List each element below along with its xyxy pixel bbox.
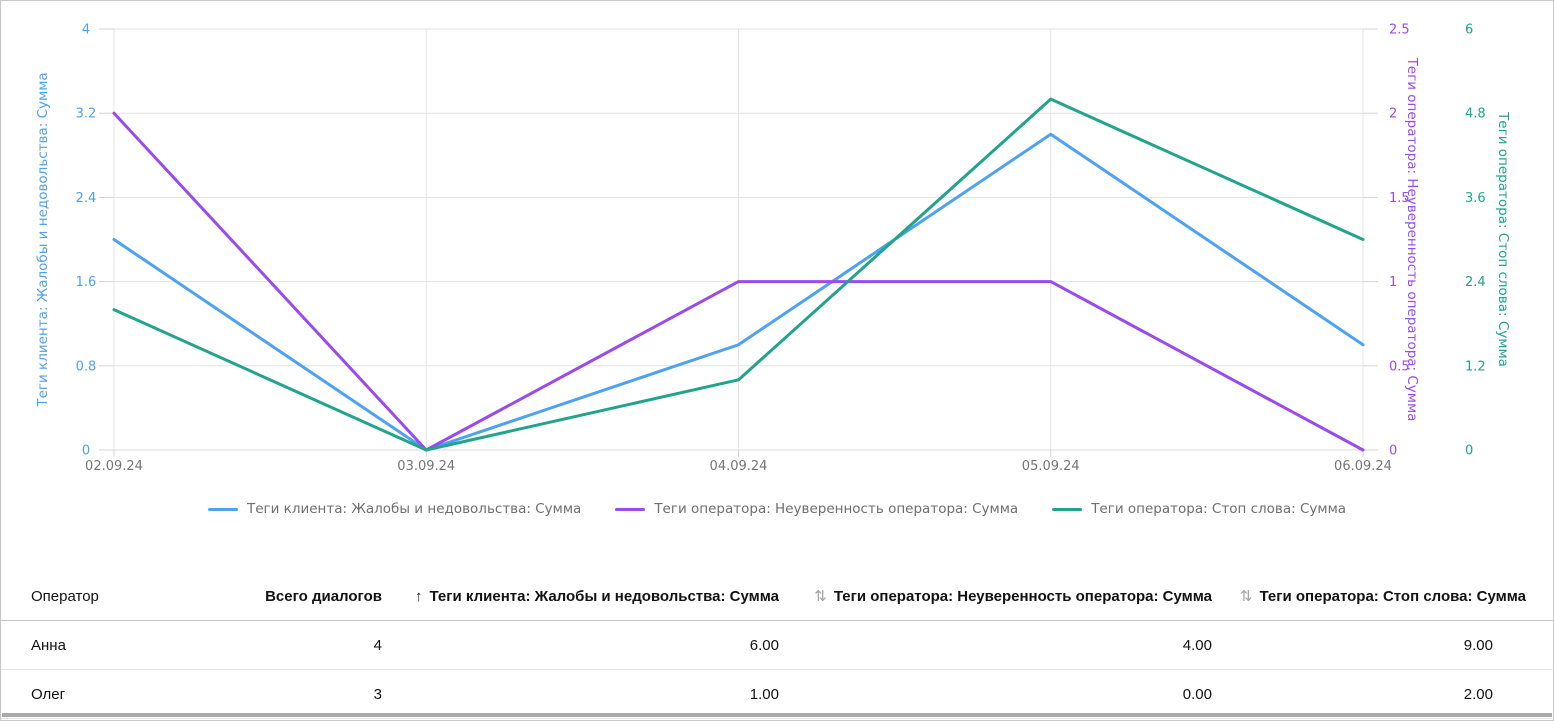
left-axis-tick-label: 0 bbox=[82, 444, 90, 459]
x-axis-label: 05.09.24 bbox=[1022, 459, 1080, 474]
series-line-2[interactable] bbox=[112, 97, 1365, 452]
table-header-cell-3[interactable]: ⇅ Теги оператора: Неуверенность оператора… bbox=[779, 587, 1212, 605]
chart-legend: Теги клиента: Жалобы и недовольства: Сум… bbox=[1, 495, 1553, 523]
right-axis-2-tick-label: 0 bbox=[1465, 444, 1473, 459]
operators-table: Оператор Всего диалогов ↑ Теги клиента: Жал… bbox=[1, 572, 1553, 719]
right-axis-2-title: Теги оператора: Стоп слова: Сумма bbox=[1495, 111, 1511, 367]
horizontal-scrollbar[interactable] bbox=[2, 713, 1552, 717]
legend-item-0[interactable]: Теги клиента: Жалобы и недовольства: Сум… bbox=[207, 501, 582, 517]
column-label: Теги клиента: Жалобы и недовольства: Сум… bbox=[429, 587, 779, 605]
right-axis-2-tick-label: 6 bbox=[1465, 23, 1473, 38]
legend-swatch-icon bbox=[615, 507, 646, 511]
value-cell: 9.00 bbox=[1463, 636, 1493, 654]
line-chart: 02.09.24 03.09.24 04.09.24 05.09.24 06.09.24… bbox=[35, 23, 1511, 475]
series-line-0[interactable] bbox=[112, 132, 1365, 452]
value-cell: 4 bbox=[373, 636, 382, 654]
x-axis-label: 04.09.24 bbox=[710, 459, 768, 474]
legend-item-1[interactable]: Теги оператора: Неуверенность оператора:… bbox=[615, 501, 1018, 517]
right-axis-2-tick-label: 3.6 bbox=[1465, 191, 1486, 206]
legend-swatch-icon bbox=[1052, 507, 1083, 511]
right-axis-1-tick-label: 1.5 bbox=[1389, 191, 1410, 206]
right-axis-1-tick-label: 0 bbox=[1389, 444, 1397, 459]
left-axis-tick-label: 3.2 bbox=[76, 107, 97, 122]
value-cell: 6.00 bbox=[749, 636, 779, 654]
right-axis-2-tick-label: 1.2 bbox=[1465, 359, 1486, 374]
value-cell: 4.00 bbox=[1182, 636, 1212, 654]
sort-toggle-icon[interactable]: ⇅ bbox=[814, 588, 827, 605]
legend-label: Теги клиента: Жалобы и недовольства: Сум… bbox=[246, 501, 582, 517]
sort-asc-icon[interactable]: ↑ bbox=[415, 587, 423, 605]
right-axis-1-title: Теги оператора: Неуверенность оператора:… bbox=[1404, 57, 1420, 422]
sort-toggle-icon[interactable]: ⇅ bbox=[1239, 588, 1253, 605]
series-line-1[interactable] bbox=[112, 111, 1365, 452]
value-cell: 3 bbox=[373, 685, 382, 703]
table-header-row: Оператор Всего диалогов ↑ Теги клиента: Жал… bbox=[1, 572, 1553, 621]
column-label: Теги оператора: Неуверенность оператора:… bbox=[833, 588, 1212, 605]
left-axis-tick-label: 4 bbox=[82, 23, 90, 38]
legend-swatch-icon bbox=[207, 507, 238, 511]
left-axis-tick-label: 2.4 bbox=[76, 191, 97, 206]
legend-label: Теги оператора: Стоп слова: Сумма bbox=[1091, 501, 1347, 517]
value-cell: 1.00 bbox=[749, 685, 779, 703]
column-label: Всего диалогов bbox=[265, 587, 382, 605]
operator-name-cell: Олег bbox=[31, 685, 66, 703]
left-axis-tick-label: 1.6 bbox=[76, 275, 97, 290]
right-axis-2-tick-label: 4.8 bbox=[1465, 107, 1486, 122]
operator-name-cell: Анна bbox=[31, 636, 66, 654]
legend-label: Теги оператора: Неуверенность оператора:… bbox=[654, 501, 1019, 517]
table-header-cell-4[interactable]: ⇅ Теги оператора: Стоп слова: Сумма bbox=[1212, 587, 1553, 605]
value-cell: 0.00 bbox=[1182, 685, 1212, 703]
right-axis-1-tick-label: 2 bbox=[1389, 107, 1397, 122]
x-axis-label: 02.09.24 bbox=[85, 459, 143, 474]
table-header-cell-1: Всего диалогов bbox=[216, 588, 382, 605]
table-row-1: Олег 3 1.00 0.00 2.00 bbox=[1, 670, 1553, 719]
right-axis-1-tick-label: 2.5 bbox=[1389, 23, 1410, 38]
legend-item-2[interactable]: Теги оператора: Стоп слова: Сумма bbox=[1052, 501, 1346, 517]
column-label: Оператор bbox=[31, 587, 99, 605]
x-axis-label: 06.09.24 bbox=[1334, 459, 1392, 474]
value-cell: 2.00 bbox=[1463, 685, 1493, 703]
table-row-0: Анна 4 6.00 4.00 9.00 bbox=[1, 621, 1553, 670]
right-axis-2-tick-label: 2.4 bbox=[1465, 275, 1486, 290]
right-axis-1-tick-label: 0.5 bbox=[1389, 359, 1410, 374]
right-axis-1-tick-label: 1 bbox=[1389, 275, 1397, 290]
x-axis-label: 03.09.24 bbox=[397, 459, 455, 474]
column-label: Теги оператора: Стоп слова: Сумма bbox=[1259, 588, 1527, 605]
left-axis-title: Теги клиента: Жалобы и недовольства: Сум… bbox=[35, 72, 51, 407]
left-axis-tick-label: 0.8 bbox=[76, 359, 97, 374]
table-header-cell-0: Оператор bbox=[1, 588, 216, 605]
table-header-cell-2[interactable]: ↑ Теги клиента: Жалобы и недовольства: Су… bbox=[382, 588, 779, 605]
